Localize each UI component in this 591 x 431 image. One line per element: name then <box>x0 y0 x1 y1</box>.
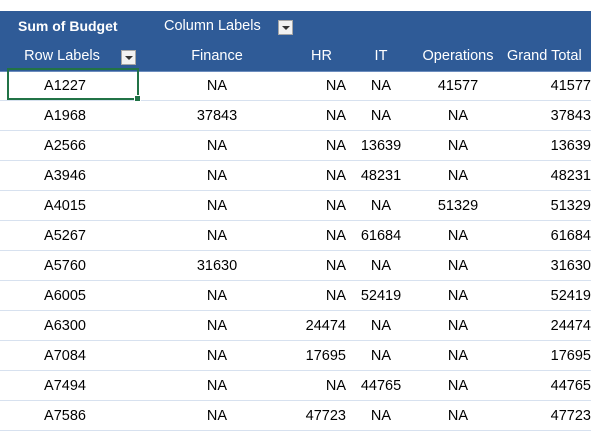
column-header-operations[interactable]: Operations <box>422 48 494 64</box>
grand-total-cell[interactable]: 52419 <box>550 288 591 304</box>
finance-cell[interactable]: NA <box>206 168 228 184</box>
row-label-cell[interactable]: A6005 <box>44 288 86 304</box>
finance-cell[interactable]: NA <box>206 288 228 304</box>
row-labels-label[interactable]: Row Labels <box>24 48 100 64</box>
table-row: A7494 NA NA 44765 NA 44765 <box>0 371 591 401</box>
hr-cell[interactable]: NA <box>325 378 346 394</box>
hr-cell[interactable]: 47723 <box>305 408 346 424</box>
it-cell[interactable]: NA <box>370 348 392 364</box>
table-row: A7084 NA 17695 NA NA 17695 <box>0 341 591 371</box>
value-field-label[interactable]: Sum of Budget <box>18 18 118 34</box>
table-row: A5267 NA NA 61684 NA 61684 <box>0 221 591 251</box>
row-label-cell[interactable]: A2566 <box>44 138 86 154</box>
it-cell[interactable]: 44765 <box>360 378 402 394</box>
pivot-header-row-2: Row Labels Finance HR IT Operations Gran… <box>0 41 591 72</box>
row-label-cell[interactable]: A5760 <box>44 258 86 274</box>
operations-cell[interactable]: NA <box>447 318 469 334</box>
column-labels-filter-chevron-down-icon[interactable] <box>278 20 293 35</box>
table-row: A5760 31630 NA NA NA 31630 <box>0 251 591 281</box>
grand-total-cell[interactable]: 51329 <box>550 198 591 214</box>
row-label-cell[interactable]: A1968 <box>44 108 86 124</box>
operations-cell[interactable]: NA <box>447 168 469 184</box>
row-labels-filter-chevron-down-icon[interactable] <box>121 50 136 65</box>
grand-total-cell[interactable]: 44765 <box>550 378 591 394</box>
grand-total-cell[interactable]: 41577 <box>550 78 591 94</box>
table-row: A6300 NA 24474 NA NA 24474 <box>0 311 591 341</box>
finance-cell[interactable]: NA <box>206 318 228 334</box>
hr-cell[interactable]: NA <box>325 288 346 304</box>
operations-cell[interactable]: NA <box>447 348 469 364</box>
row-label-cell[interactable]: A6300 <box>44 318 86 334</box>
table-row: A6005 NA NA 52419 NA 52419 <box>0 281 591 311</box>
grand-total-cell[interactable]: 31630 <box>550 258 591 274</box>
it-cell[interactable]: 61684 <box>360 228 402 244</box>
column-labels-label[interactable]: Column Labels <box>164 18 261 34</box>
table-row: A2566 NA NA 13639 NA 13639 <box>0 131 591 161</box>
column-header-hr[interactable]: HR <box>311 48 332 64</box>
row-label-cell[interactable]: A7084 <box>44 348 86 364</box>
finance-cell[interactable]: NA <box>206 228 228 244</box>
operations-cell[interactable]: NA <box>447 138 469 154</box>
hr-cell[interactable]: NA <box>325 108 346 124</box>
hr-cell[interactable]: NA <box>325 228 346 244</box>
it-cell[interactable]: NA <box>370 318 392 334</box>
operations-cell[interactable]: NA <box>447 108 469 124</box>
row-label-cell[interactable]: A4015 <box>44 198 86 214</box>
active-cell-selection[interactable] <box>7 68 141 102</box>
hr-cell[interactable]: NA <box>325 198 346 214</box>
operations-cell[interactable]: NA <box>447 228 469 244</box>
table-row: A4015 NA NA NA 51329 51329 <box>0 191 591 221</box>
row-label-cell[interactable]: A7494 <box>44 378 86 394</box>
finance-cell[interactable]: 37843 <box>196 108 238 124</box>
operations-cell[interactable]: NA <box>447 288 469 304</box>
column-header-finance[interactable]: Finance <box>191 48 243 64</box>
it-cell[interactable]: 13639 <box>360 138 402 154</box>
hr-cell[interactable]: NA <box>325 258 346 274</box>
hr-cell[interactable]: NA <box>325 168 346 184</box>
grand-total-cell[interactable]: 13639 <box>550 138 591 154</box>
table-row: A1968 37843 NA NA NA 37843 <box>0 101 591 131</box>
it-cell[interactable]: 52419 <box>360 288 402 304</box>
row-label-cell[interactable]: A5267 <box>44 228 86 244</box>
operations-cell[interactable]: NA <box>447 258 469 274</box>
operations-cell[interactable]: NA <box>447 378 469 394</box>
hr-cell[interactable]: 17695 <box>305 348 346 364</box>
finance-cell[interactable]: NA <box>206 348 228 364</box>
it-cell[interactable]: NA <box>370 408 392 424</box>
table-row: A1227 NA NA NA 41577 41577 <box>0 71 591 101</box>
pivot-header-row-1: Sum of Budget Column Labels <box>0 11 591 41</box>
row-label-cell[interactable]: A1227 <box>44 78 86 94</box>
hr-cell[interactable]: 24474 <box>305 318 346 334</box>
it-cell[interactable]: NA <box>370 108 392 124</box>
finance-cell[interactable]: NA <box>206 378 228 394</box>
grand-total-cell[interactable]: 61684 <box>550 228 591 244</box>
table-row: A3946 NA NA 48231 NA 48231 <box>0 161 591 191</box>
grand-total-cell[interactable]: 48231 <box>550 168 591 184</box>
finance-cell[interactable]: 31630 <box>196 258 238 274</box>
grand-total-cell[interactable]: 17695 <box>550 348 591 364</box>
it-cell[interactable]: NA <box>370 258 392 274</box>
finance-cell[interactable]: NA <box>206 408 228 424</box>
hr-cell[interactable]: NA <box>325 78 346 94</box>
hr-cell[interactable]: NA <box>325 138 346 154</box>
grand-total-cell[interactable]: 47723 <box>550 408 591 424</box>
column-header-it[interactable]: IT <box>374 48 388 64</box>
operations-cell[interactable]: 51329 <box>437 198 479 214</box>
finance-cell[interactable]: NA <box>206 78 228 94</box>
column-header-grand-total[interactable]: Grand Total <box>507 48 582 64</box>
grand-total-cell[interactable]: 24474 <box>550 318 591 334</box>
it-cell[interactable]: NA <box>370 198 392 214</box>
finance-cell[interactable]: NA <box>206 138 228 154</box>
it-cell[interactable]: 48231 <box>360 168 402 184</box>
it-cell[interactable]: NA <box>370 78 392 94</box>
finance-cell[interactable]: NA <box>206 198 228 214</box>
grand-total-cell[interactable]: 37843 <box>550 108 591 124</box>
row-label-cell[interactable]: A7586 <box>44 408 86 424</box>
row-label-cell[interactable]: A3946 <box>44 168 86 184</box>
operations-cell[interactable]: 41577 <box>437 78 479 94</box>
pivot-rows: A1227 NA NA NA 41577 41577 A1968 37843 N… <box>0 71 591 431</box>
table-row: A7586 NA 47723 NA NA 47723 <box>0 401 591 431</box>
operations-cell[interactable]: NA <box>447 408 469 424</box>
